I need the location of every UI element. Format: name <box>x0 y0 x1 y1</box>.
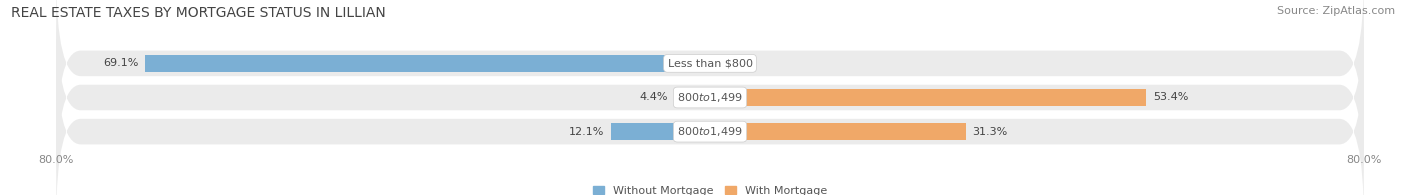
Text: 12.1%: 12.1% <box>569 127 605 137</box>
Text: 69.1%: 69.1% <box>104 58 139 68</box>
Text: 4.4%: 4.4% <box>640 92 668 103</box>
Bar <box>145 54 710 72</box>
FancyBboxPatch shape <box>56 0 1364 153</box>
Text: 31.3%: 31.3% <box>973 127 1008 137</box>
Text: Less than $800: Less than $800 <box>668 58 752 68</box>
Bar <box>710 123 966 140</box>
FancyBboxPatch shape <box>56 8 1364 187</box>
Text: $800 to $1,499: $800 to $1,499 <box>678 91 742 104</box>
Bar <box>612 123 710 140</box>
Text: 0.0%: 0.0% <box>727 58 755 68</box>
Bar <box>673 89 710 106</box>
Text: REAL ESTATE TAXES BY MORTGAGE STATUS IN LILLIAN: REAL ESTATE TAXES BY MORTGAGE STATUS IN … <box>11 6 387 20</box>
Bar <box>710 89 1146 106</box>
Text: 53.4%: 53.4% <box>1153 92 1188 103</box>
Text: Source: ZipAtlas.com: Source: ZipAtlas.com <box>1277 6 1395 16</box>
FancyBboxPatch shape <box>56 42 1364 195</box>
Text: $800 to $1,499: $800 to $1,499 <box>678 125 742 138</box>
Legend: Without Mortgage, With Mortgage: Without Mortgage, With Mortgage <box>593 186 827 195</box>
